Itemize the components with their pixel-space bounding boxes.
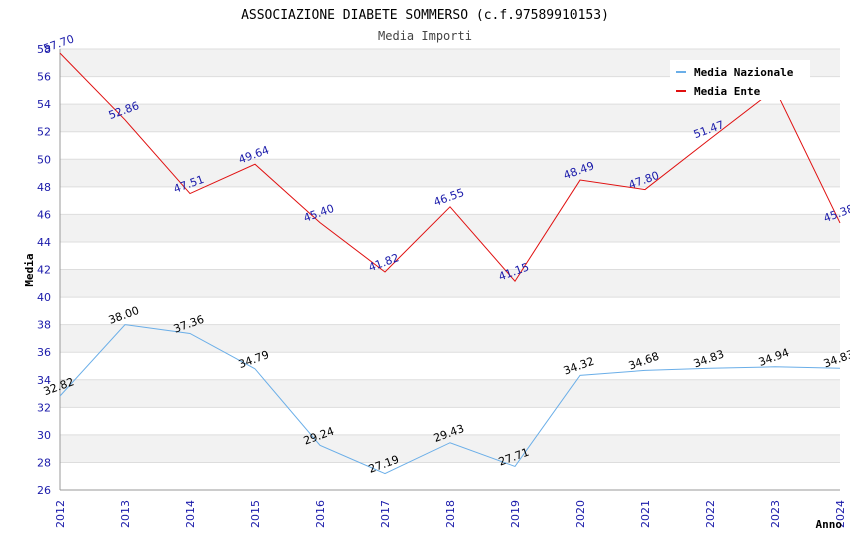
y-tick-label: 30: [37, 429, 51, 442]
y-tick-label: 48: [37, 181, 51, 194]
y-tick-label: 26: [37, 484, 51, 497]
chart-subtitle: Media Importi: [378, 29, 472, 43]
y-tick-label: 52: [37, 126, 51, 139]
legend-entry: Media Ente: [694, 85, 761, 98]
x-tick-label: 2016: [314, 500, 327, 528]
chart-title: ASSOCIAZIONE DIABETE SOMMERSO (c.f.97589…: [241, 8, 609, 23]
grid-band: [60, 214, 840, 242]
x-tick-label: 2012: [54, 500, 67, 528]
y-tick-label: 50: [37, 153, 51, 166]
y-tick-label: 36: [37, 346, 51, 359]
x-tick-label: 2013: [119, 500, 132, 528]
legend-box: [670, 60, 810, 100]
grid-band: [60, 269, 840, 298]
grid-band: [60, 324, 840, 353]
y-tick-label: 44: [37, 236, 51, 249]
y-tick-label: 56: [37, 71, 51, 84]
y-tick-label: 40: [37, 291, 51, 304]
x-tick-label: 2014: [184, 500, 197, 528]
legend: Media Nazionale Media Ente: [670, 60, 810, 100]
x-tick-label: 2017: [379, 500, 392, 528]
plot-background: [59, 48, 840, 491]
grid-band: [60, 407, 840, 435]
x-axis-ticks: 2012 2013 2014 2015 2016 2017 2018 2019 2020 2021…: [54, 500, 847, 528]
grid-band: [60, 131, 840, 160]
x-tick-label: 2023: [769, 500, 782, 528]
legend-entry: Media Nazionale: [694, 66, 794, 79]
x-tick-label: 2018: [444, 500, 457, 528]
y-tick-label: 58: [37, 43, 51, 56]
x-tick-label: 2020: [574, 500, 587, 528]
x-tick-label: 2022: [704, 500, 717, 528]
grid-band: [60, 352, 840, 380]
y-axis-ticks: 26 28 30 32 34 36 38 40 42 44 46 48 50 52 54 56 58: [37, 43, 51, 497]
y-tick-label: 28: [37, 456, 51, 469]
y-tick-label: 42: [37, 264, 51, 277]
x-tick-label: 2024: [834, 500, 847, 528]
grid-band: [60, 104, 840, 132]
series-line: [59, 52, 841, 283]
x-tick-label: 2015: [249, 500, 262, 528]
x-tick-label: 2019: [509, 500, 522, 528]
y-tick-label: 46: [37, 208, 51, 221]
grid-band: [60, 241, 840, 270]
grid-band: [60, 186, 840, 215]
grid-band: [60, 297, 840, 325]
grid-band: [60, 159, 840, 187]
series-line: [59, 324, 841, 475]
series-lines: [59, 52, 841, 475]
y-tick-label: 38: [37, 319, 51, 332]
grid-band: [60, 379, 840, 408]
x-axis-label: Anno: [816, 518, 843, 531]
grid-band: [60, 434, 840, 463]
x-tick-label: 2021: [639, 500, 652, 528]
y-tick-label: 32: [37, 401, 51, 414]
y-tick-label: 34: [37, 374, 51, 387]
grid-band: [60, 462, 840, 490]
y-tick-label: 54: [37, 98, 51, 111]
y-axis-label: Media: [23, 253, 36, 286]
